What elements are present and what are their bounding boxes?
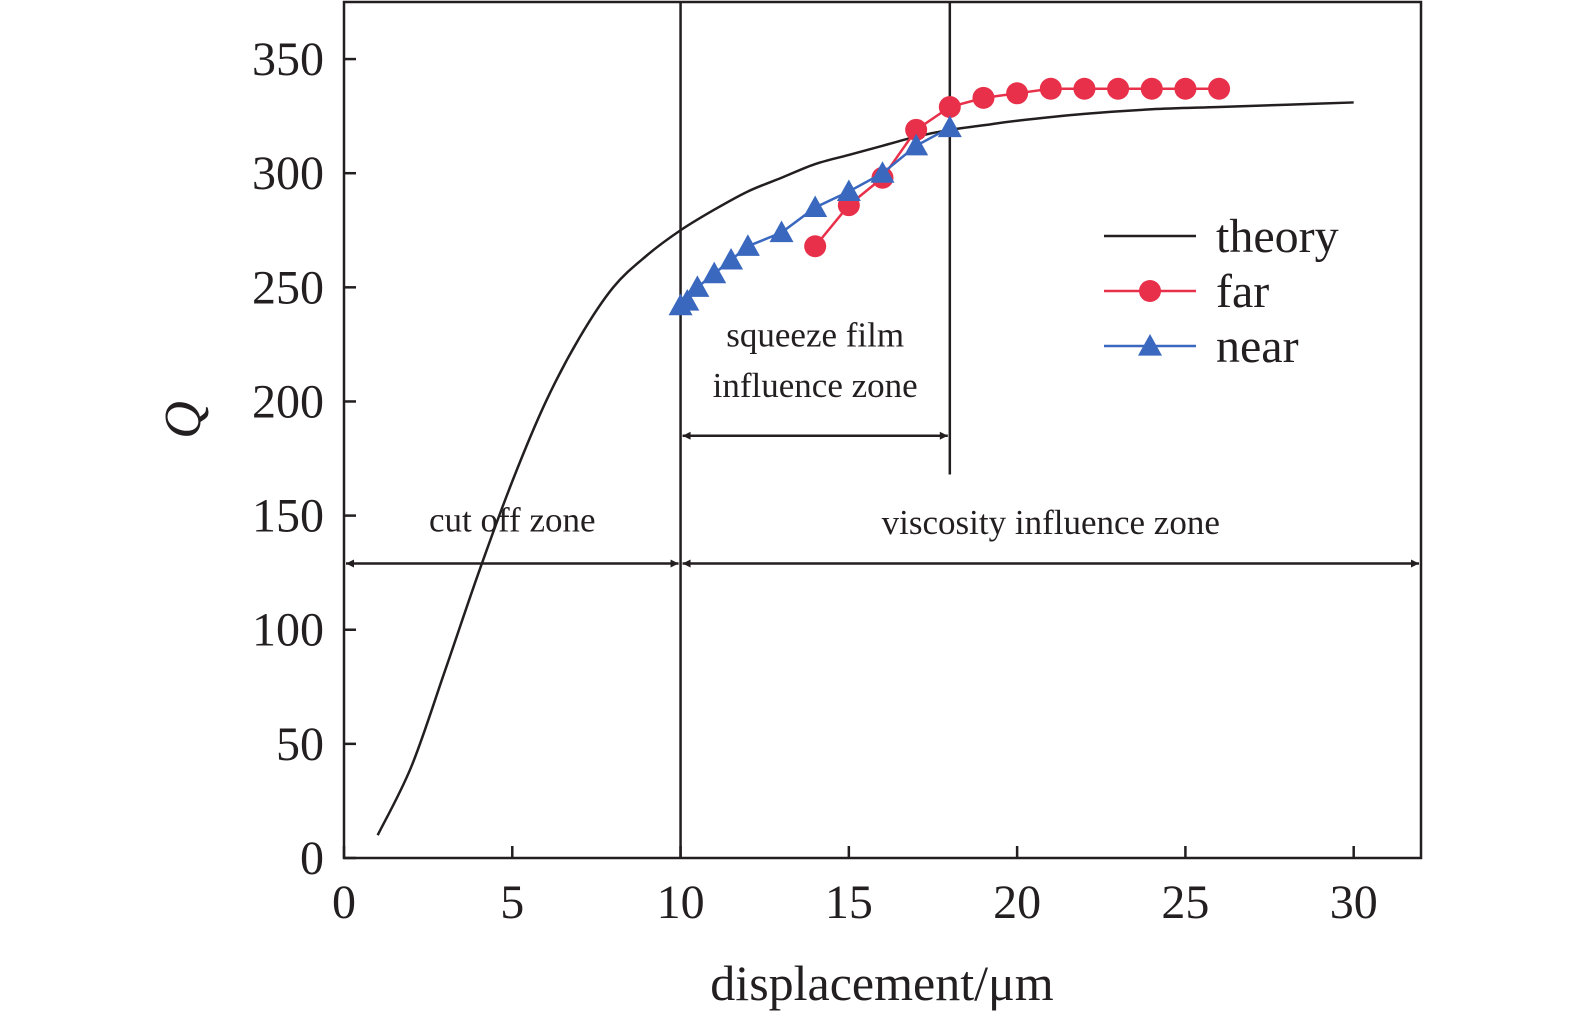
- x-tick-label: 30: [1330, 876, 1378, 929]
- y-tick-label: 350: [252, 33, 324, 86]
- data-point: [702, 261, 727, 284]
- data-point: [769, 220, 794, 243]
- annotation-layer: cut off zone viscosity influence zone sque…: [346, 316, 1419, 568]
- data-point: [685, 275, 710, 297]
- data-point: [904, 133, 929, 156]
- series-line: [814, 87, 1220, 248]
- y-tick-label: 150: [252, 490, 324, 543]
- x-axis-label: displacement/μm: [710, 955, 1053, 1011]
- data-point: [735, 234, 760, 256]
- data-point: [1140, 77, 1163, 100]
- y-tick-label: 50: [276, 718, 324, 771]
- x-tick-label: 15: [825, 876, 873, 929]
- zone-label-squeeze2: influence zone: [713, 366, 918, 405]
- zone-label-cutoff: cut off zone: [429, 501, 596, 540]
- legend-item-far: far: [1104, 265, 1269, 318]
- y-axis-label: Q: [155, 401, 212, 439]
- data-point: [1208, 77, 1231, 100]
- y-tick-label: 200: [252, 375, 324, 428]
- data-point: [938, 96, 961, 119]
- data-point: [870, 161, 895, 183]
- zone-dividers: [679, 2, 952, 858]
- x-tick-label: 25: [1161, 876, 1209, 929]
- x-tick-label: 5: [500, 876, 524, 929]
- series-theory: [376, 101, 1354, 836]
- data-point: [1073, 77, 1096, 100]
- data-point: [804, 235, 827, 258]
- legend-label: theory: [1216, 210, 1339, 263]
- data-point: [972, 86, 995, 109]
- y-tick-label: 250: [252, 261, 324, 314]
- legend-item-near: near: [1104, 320, 1299, 373]
- data-point: [1174, 77, 1197, 100]
- legend-label: far: [1216, 265, 1269, 318]
- series-near: [668, 115, 962, 316]
- data-point: [905, 118, 928, 141]
- data-point: [675, 289, 700, 311]
- series-layer: [376, 77, 1354, 836]
- data-point: [803, 195, 828, 218]
- x-tick-label: 10: [657, 876, 705, 929]
- zone-label-viscosity: viscosity influence zone: [882, 503, 1220, 542]
- data-point: [1107, 77, 1130, 100]
- legend-item-theory: theory: [1104, 210, 1339, 263]
- y-tick-label: 0: [300, 832, 324, 885]
- y-tick-label: 100: [252, 604, 324, 657]
- plot-area-border: [342, 0, 1423, 860]
- x-tick-label: 20: [993, 876, 1041, 929]
- data-point: [719, 247, 744, 270]
- legend-label: near: [1216, 320, 1299, 373]
- y-tick-label: 300: [252, 147, 324, 200]
- legend-marker: [1138, 334, 1162, 356]
- legend-marker: [1139, 280, 1161, 302]
- x-tick-label: 0: [332, 876, 356, 929]
- series-line: [376, 101, 1354, 836]
- data-point: [1006, 82, 1029, 105]
- plot-frame: [342, 0, 1423, 860]
- data-point: [1039, 77, 1062, 100]
- data-point: [937, 115, 962, 138]
- series-far: [804, 77, 1231, 258]
- data-point: [836, 179, 861, 202]
- zone-label-squeeze1: squeeze film: [726, 316, 904, 355]
